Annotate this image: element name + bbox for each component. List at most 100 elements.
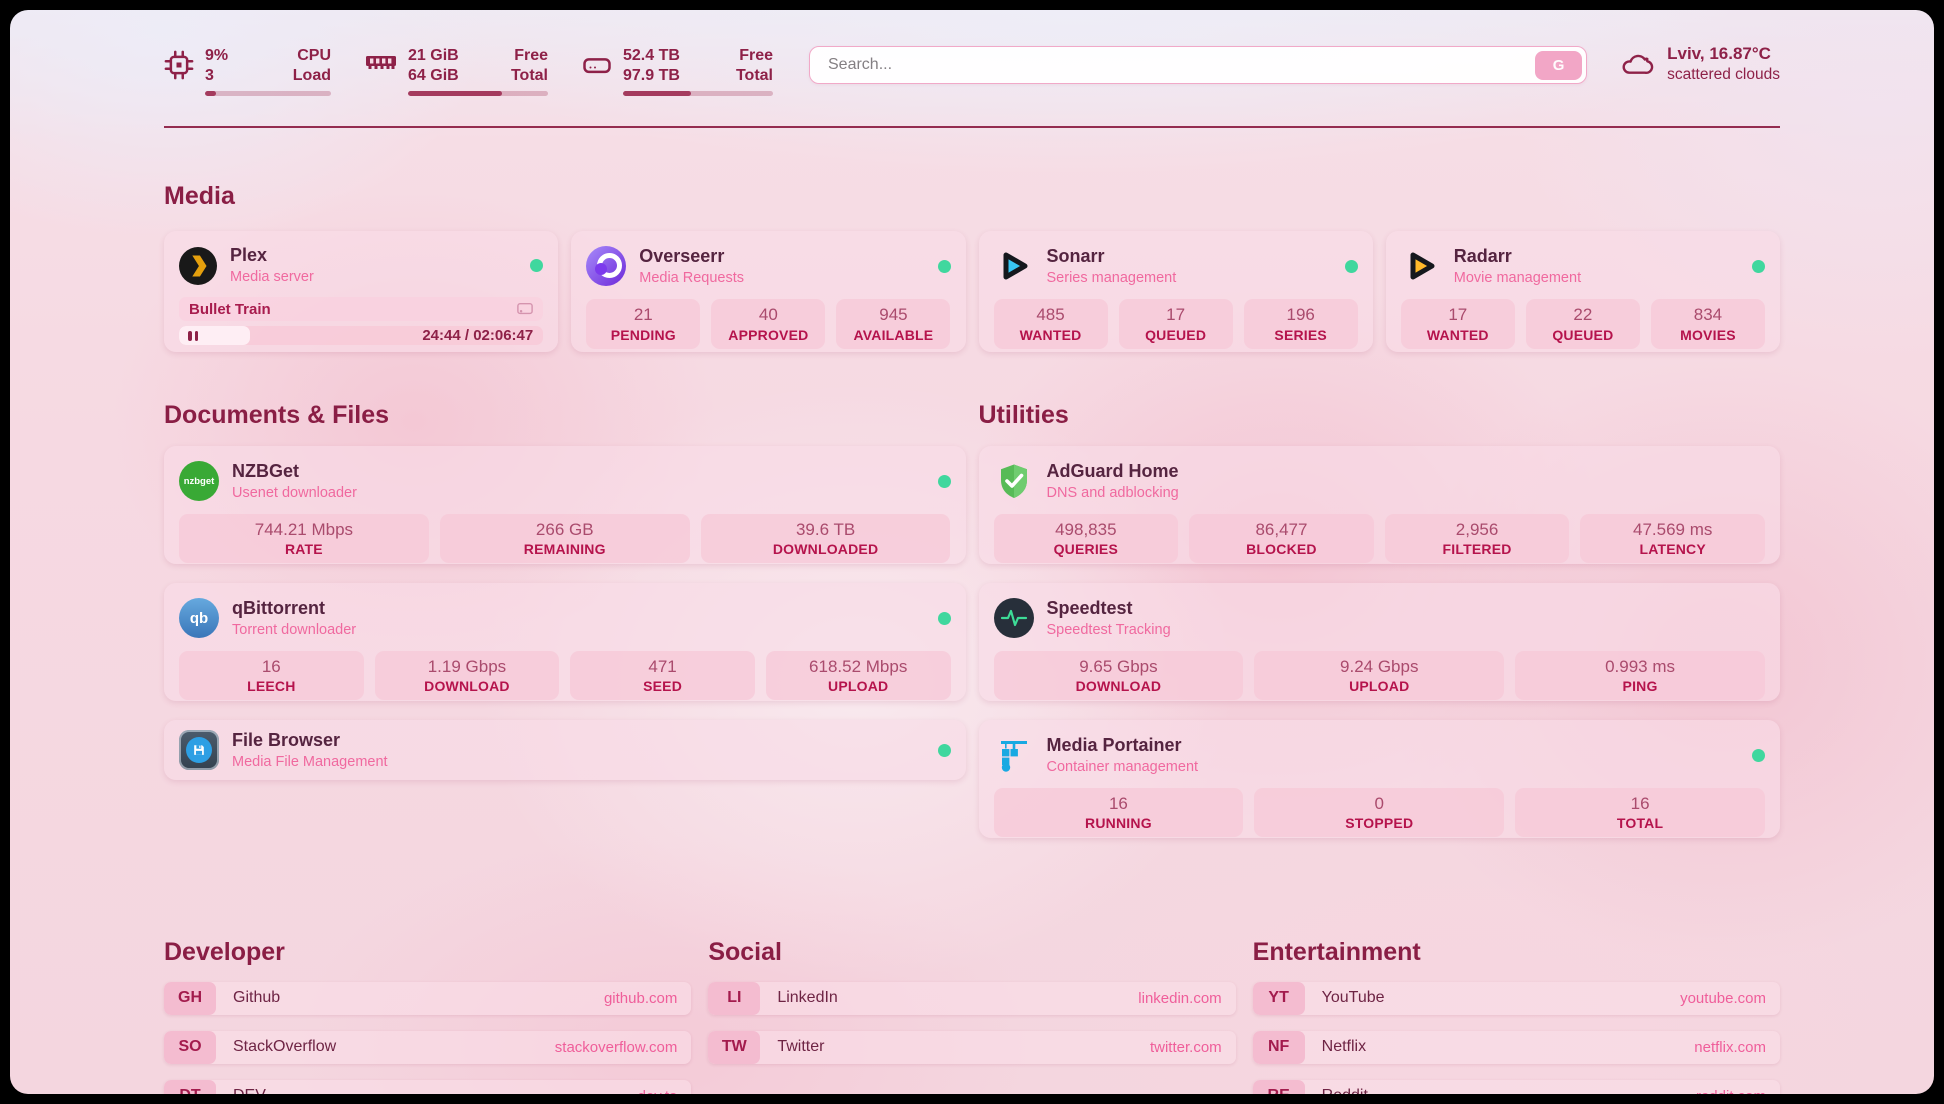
bookmark-abbr: NF <box>1252 1030 1305 1064</box>
service-title[interactable]: Overseerr <box>639 246 725 266</box>
service-card-adguard[interactable]: AdGuard Home DNS and adblocking 498,835 … <box>978 446 1780 565</box>
stat-remaining: 266 GB REMAINING <box>439 514 690 564</box>
overseerr-icon <box>586 246 627 287</box>
service-card-portainer[interactable]: Media Portainer Container management 16 … <box>978 720 1780 839</box>
radarr-icon <box>1401 246 1441 286</box>
service-title[interactable]: Speedtest <box>1046 597 1133 618</box>
service-subtitle: Torrent downloader <box>232 621 357 638</box>
stat-download: 1.19 Gbps DOWNLOAD <box>374 651 560 701</box>
stat-value: 498,835 <box>1055 520 1117 540</box>
now-playing-row: Bullet Train <box>179 297 544 322</box>
stat-value: 744.21 Mbps <box>254 520 354 540</box>
bookmark-abbr: LI <box>708 981 761 1015</box>
weather-condition: scattered clouds <box>1667 66 1780 83</box>
service-title[interactable]: Media Portainer <box>1046 734 1182 755</box>
cpu-widget: 9% 3 CPU Load <box>164 46 331 96</box>
bookmark-linkedin[interactable]: LI LinkedIn linkedin.com <box>708 981 1236 1015</box>
service-title[interactable]: Plex <box>230 245 268 266</box>
disk-total-label: Total <box>735 66 773 84</box>
topbar: 9% 3 CPU Load <box>164 10 1780 96</box>
disk-free-label: Free <box>739 47 773 64</box>
service-title[interactable]: AdGuard Home <box>1046 460 1179 481</box>
service-card-nzbget[interactable]: nzbget NZBGet Usenet downloader 744.21 M… <box>164 446 966 565</box>
service-title[interactable]: Radarr <box>1453 246 1512 266</box>
bookmark-stackoverflow[interactable]: SO StackOverflow stackoverflow.com <box>164 1030 692 1064</box>
search-input[interactable] <box>826 55 1536 75</box>
stat-downloaded: 39.6 TB DOWNLOADED <box>700 514 951 564</box>
bookmark-url: twitter.com <box>1149 1038 1222 1056</box>
service-card-speedtest[interactable]: Speedtest Speedtest Tracking 9.65 Gbps D… <box>978 583 1780 702</box>
stat-value: 834 <box>1693 305 1723 325</box>
status-dot <box>1752 259 1765 273</box>
memory-widget: 21 GiB 64 GiB Free Total <box>365 46 548 96</box>
bookmark-url: linkedin.com <box>1138 989 1222 1007</box>
service-title[interactable]: NZBGet <box>232 460 299 481</box>
service-title[interactable]: File Browser <box>232 729 341 750</box>
bookmark-group-developer: Developer GH Github github.com SO StackO… <box>164 917 692 1094</box>
bookmark-group-social: Social LI LinkedIn linkedin.com TW Twitt… <box>708 917 1236 1094</box>
bookmark-twitter[interactable]: TW Twitter twitter.com <box>708 1030 1236 1064</box>
stat-label: SERIES <box>1274 326 1327 343</box>
plex-icon <box>179 246 217 285</box>
stat-pending: 21 PENDING <box>586 299 701 349</box>
cpu-percent: 9% <box>205 47 229 64</box>
bookmark-name: LinkedIn <box>777 989 838 1007</box>
service-card-radarr[interactable]: Radarr Movie management 17 WANTED 22 QUE… <box>1385 231 1780 353</box>
bookmark-reddit[interactable]: RE Reddit reddit.com <box>1252 1079 1780 1094</box>
disk-widget: 52.4 TB 97.9 TB Free Total <box>582 46 773 96</box>
pause-icon[interactable] <box>188 330 198 341</box>
service-card-qbittorrent[interactable]: qb qBittorrent Torrent downloader 16 LEE… <box>164 583 966 702</box>
bookmark-dev[interactable]: DT DEV dev.to <box>164 1079 692 1094</box>
stat-label: PENDING <box>610 326 676 343</box>
service-card-sonarr[interactable]: Sonarr Series management 485 WANTED 17 Q… <box>978 231 1373 353</box>
service-card-overseerr[interactable]: Overseerr Media Requests 21 PENDING 40 A… <box>571 231 966 353</box>
stat-label: UPLOAD <box>1349 678 1410 695</box>
stat-value: 86,477 <box>1255 520 1308 540</box>
status-dot <box>937 743 951 757</box>
bookmark-name: DEV <box>233 1087 266 1094</box>
stat-stopped: 0 STOPPED <box>1254 788 1505 838</box>
stat-value: 17 <box>1448 305 1468 325</box>
playback-progress-bar[interactable]: 24:44 / 02:06:47 <box>179 326 544 346</box>
stat-rate: 744.21 Mbps RATE <box>179 514 429 564</box>
stat-leech: 16 LEECH <box>179 651 364 701</box>
stat-wanted: 485 WANTED <box>993 299 1108 349</box>
service-card-plex[interactable]: Plex Media server Bullet Train <box>164 231 559 353</box>
stat-label: STOPPED <box>1345 815 1414 832</box>
bookmark-url: reddit.com <box>1696 1088 1766 1094</box>
documents-column: Documents & Files nzbget NZBGet Usenet d… <box>164 380 966 799</box>
speedtest-icon <box>993 598 1034 639</box>
service-title[interactable]: qBittorrent <box>232 597 325 618</box>
stat-value: 9.24 Gbps <box>1340 657 1419 677</box>
resource-widgets: 9% 3 CPU Load <box>164 46 773 96</box>
stat-value: 0 <box>1374 794 1384 814</box>
bookmark-name: Reddit <box>1322 1087 1368 1094</box>
stat-value: 0.993 ms <box>1605 657 1676 677</box>
service-card-filebrowser[interactable]: File Browser Media File Management <box>164 720 966 781</box>
dashboard-page: 9% 3 CPU Load <box>10 10 1934 1094</box>
bookmark-url: stackoverflow.com <box>554 1038 678 1056</box>
search-bar[interactable]: G <box>809 46 1588 84</box>
service-title[interactable]: Sonarr <box>1046 246 1105 266</box>
bookmark-github[interactable]: GH Github github.com <box>164 981 692 1015</box>
stat-label: QUEUED <box>1552 326 1614 343</box>
stat-label: SEED <box>643 678 683 695</box>
stat-value: 39.6 TB <box>795 520 856 540</box>
qbittorrent-icon: qb <box>179 598 219 639</box>
service-subtitle: Media Requests <box>639 269 745 286</box>
stat-total: 16 TOTAL <box>1515 788 1765 838</box>
bookmark-youtube[interactable]: YT YouTube youtube.com <box>1252 981 1780 1015</box>
search-provider-button[interactable]: G <box>1535 50 1583 80</box>
cpu-icon <box>164 50 194 96</box>
bookmark-name: StackOverflow <box>233 1038 337 1056</box>
stat-value: 17 <box>1166 305 1186 325</box>
stat-label: TOTAL <box>1616 815 1664 832</box>
bookmark-netflix[interactable]: NF Netflix netflix.com <box>1252 1030 1780 1064</box>
stat-label: RUNNING <box>1085 815 1152 832</box>
stat-upload: 9.24 Gbps UPLOAD <box>1254 651 1505 701</box>
weather-widget: Lviv, 16.87°C scattered clouds <box>1617 44 1780 84</box>
stat-value: 40 <box>758 305 778 325</box>
service-subtitle: DNS and adblocking <box>1046 484 1179 501</box>
cast-icon <box>517 302 534 316</box>
section-title-utilities: Utilities <box>978 401 1069 430</box>
